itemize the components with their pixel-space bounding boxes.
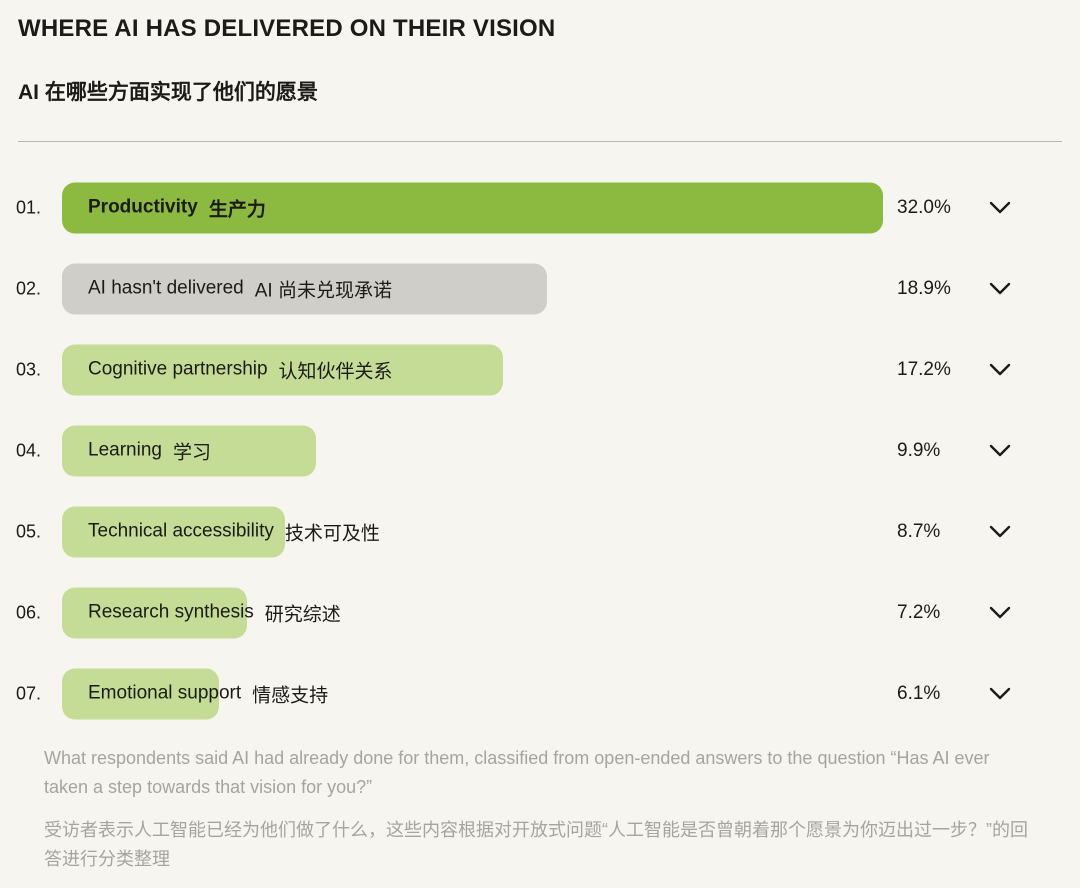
chart-row[interactable]: 07. Emotional support 情感支持 6.1% [0,653,1080,734]
category-bar: Learning 学习 [62,425,316,476]
bar-track: Research synthesis 研究综述 [62,587,883,638]
page-subtitle-zh: AI 在哪些方面实现了他们的愿景 [18,81,318,104]
bar-label-zh: 生产力 [208,199,266,220]
row-rank: 02. [16,278,42,298]
chevron-down-icon[interactable] [988,200,1012,216]
row-percentage: 17.2% [897,358,951,380]
bar-label-en: Technical accessibility [88,520,274,542]
row-rank: 01. [16,197,42,217]
category-bar: Cognitive partnership 认知伙伴关系 [62,344,504,395]
bar-label-en: Productivity [88,196,198,218]
divider [18,141,1062,142]
row-percentage: 6.1% [897,682,941,704]
footnote-zh: 受访者表示人工智能已经为他们做了什么，这些内容根据对开放式问题“人工智能是否曾朝… [44,820,1028,869]
row-percentage: 9.9% [897,439,941,461]
bar-label-en: Emotional support [88,682,242,704]
category-bar: AI hasn't delivered AI 尚未兑现承诺 [62,263,547,314]
row-rank: 07. [16,683,42,703]
category-bar: Productivity 生产力 [62,182,883,233]
chevron-down-icon[interactable] [988,362,1012,378]
chevron-down-icon[interactable] [988,605,1012,621]
bar-track: Learning 学习 [62,425,883,476]
category-bar: Emotional support 情感支持 [62,668,328,719]
row-rank: 04. [16,440,42,460]
chart-row[interactable]: 05. Technical accessibility 技术可及性 8.7% [0,491,1080,572]
chart-row[interactable]: 02. AI hasn't delivered AI 尚未兑现承诺 18.9% [0,248,1080,329]
row-rank: 03. [16,359,42,379]
chart-row[interactable]: 03. Cognitive partnership 认知伙伴关系 17.2% [0,329,1080,410]
row-percentage: 18.9% [897,277,951,299]
chevron-down-icon[interactable] [988,443,1012,459]
bar-label-zh: 情感支持 [252,685,329,706]
bar-label-en: Learning [88,439,162,461]
row-rank: 05. [16,521,42,541]
bar-label-zh: AI 尚未兑现承诺 [254,280,392,301]
bar-label-en: Research synthesis [88,601,254,623]
bar-track: AI hasn't delivered AI 尚未兑现承诺 [62,263,883,314]
bar-label-zh: 学习 [172,442,211,463]
row-rank: 06. [16,602,42,622]
category-bar: Technical accessibility 技术可及性 [62,506,380,557]
chart-rows: 01. Productivity 生产力 32.0% 02. AI hasn't… [0,167,1080,734]
chevron-down-icon[interactable] [988,686,1012,702]
bar-label-zh: 研究综述 [264,604,341,625]
chart-row[interactable]: 04. Learning 学习 9.9% [0,410,1080,491]
bar-label-zh: 认知伙伴关系 [278,361,393,382]
bar-label-zh: 技术可及性 [284,523,380,544]
chevron-down-icon[interactable] [988,281,1012,297]
footnote: What respondents said AI had already don… [44,744,1036,888]
bar-track: Cognitive partnership 认知伙伴关系 [62,344,883,395]
row-percentage: 32.0% [897,196,951,218]
bar-label-en: Cognitive partnership [88,358,268,380]
page-title: WHERE AI HAS DELIVERED ON THEIR VISION [18,15,556,42]
footnote-en: What respondents said AI had already don… [44,748,990,797]
row-percentage: 8.7% [897,520,941,542]
bar-track: Emotional support 情感支持 [62,668,883,719]
bar-label-en: AI hasn't delivered [88,277,244,299]
chart-row[interactable]: 06. Research synthesis 研究综述 7.2% [0,572,1080,653]
chart-row[interactable]: 01. Productivity 生产力 32.0% [0,167,1080,248]
bar-track: Productivity 生产力 [62,182,883,233]
category-bar: Research synthesis 研究综述 [62,587,341,638]
chevron-down-icon[interactable] [988,524,1012,540]
bar-track: Technical accessibility 技术可及性 [62,506,883,557]
row-percentage: 7.2% [897,601,941,623]
